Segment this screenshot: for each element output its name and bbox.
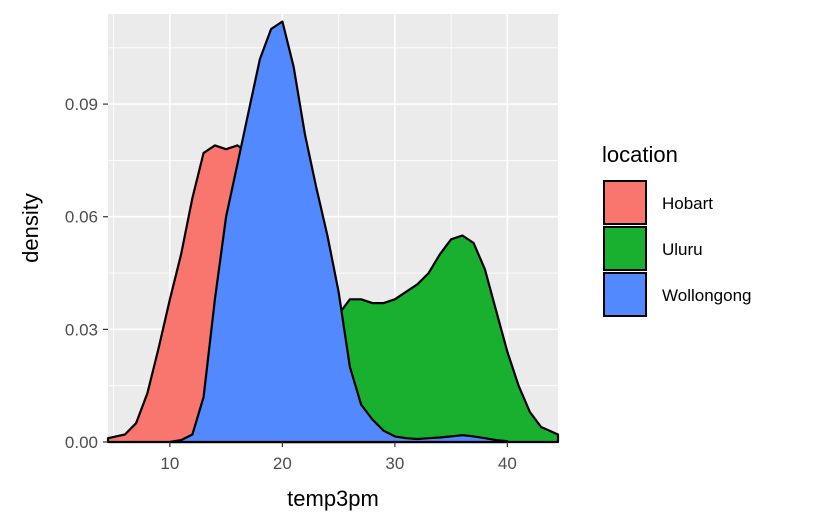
axis-ticks: 10 20 30 40 0.00 0.03 0.06 0.09 [65, 95, 517, 473]
y-axis-title: density [18, 193, 43, 263]
density-area-wollongong [168, 20, 509, 444]
legend: location Hobart Uluru Wollongong [602, 142, 751, 317]
x-axis-title: temp3pm [287, 486, 379, 511]
legend-items: Hobart Uluru Wollongong [603, 180, 751, 317]
x-tick-label: 10 [160, 454, 179, 473]
density-areas [106, 20, 560, 444]
legend-swatch-uluru [603, 226, 647, 271]
y-tick-label: 0.09 [65, 95, 98, 114]
legend-label-hobart: Hobart [662, 194, 713, 213]
legend-label-wollongong: Wollongong [662, 286, 751, 305]
y-tick-label: 0.03 [65, 320, 98, 339]
x-tick-label: 30 [385, 454, 404, 473]
legend-label-uluru: Uluru [662, 240, 703, 259]
legend-swatch-wollongong [603, 272, 647, 317]
x-tick-label: 20 [273, 454, 292, 473]
y-tick-label: 0.06 [65, 208, 98, 227]
y-tick-label: 0.00 [65, 433, 98, 452]
x-tick-label: 40 [498, 454, 517, 473]
legend-swatch-hobart [603, 180, 647, 225]
legend-title: location [602, 142, 678, 167]
